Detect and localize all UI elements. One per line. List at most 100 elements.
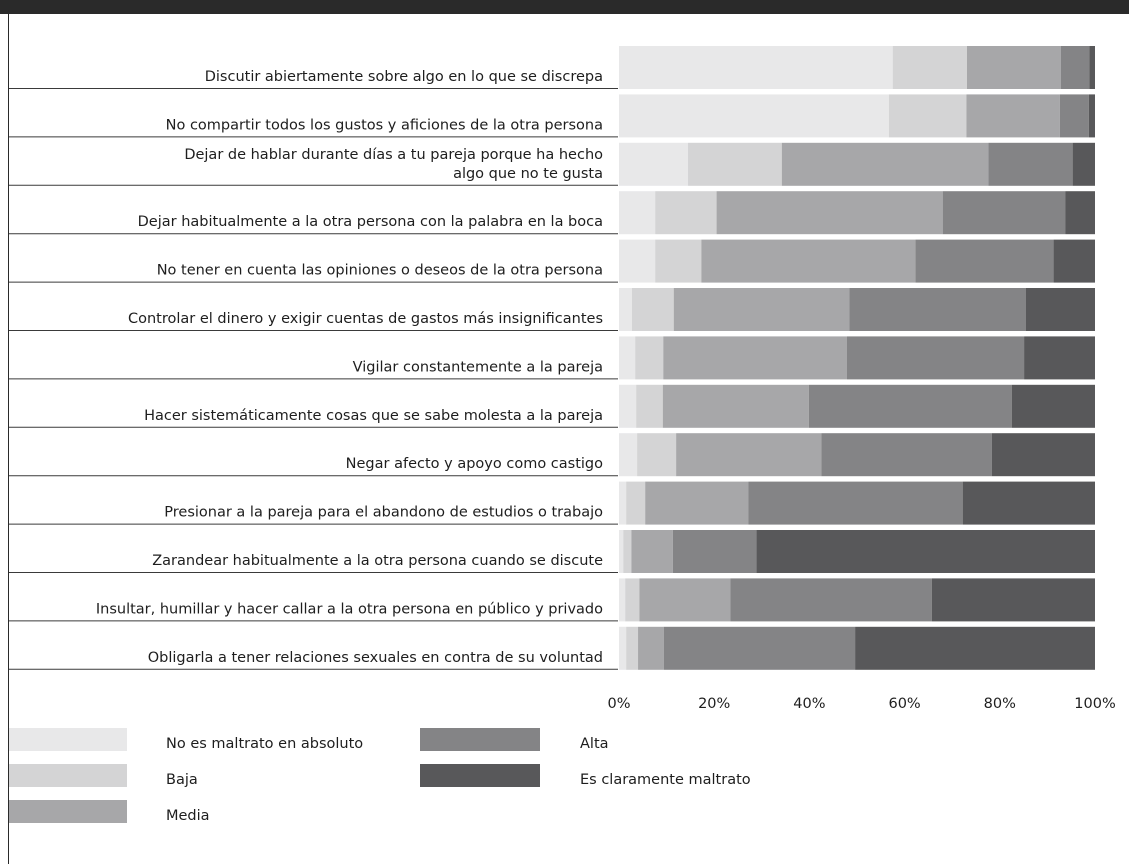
bar-segment-10-4 (756, 530, 1095, 573)
bar-segment-8-4 (991, 433, 1095, 477)
bar-segment-12-0 (619, 626, 627, 670)
bar-segment-4-1 (655, 239, 702, 283)
bar-segment-8-3 (821, 433, 992, 477)
bar-segment-10-2 (631, 530, 673, 573)
bar-segment-1-0 (619, 94, 889, 138)
bar-segment-1-2 (966, 94, 1060, 138)
bar-segment-4-3 (915, 239, 1054, 283)
category-label-2-line-0: Dejar de hablar durante días a tu pareja… (184, 147, 603, 163)
legend: No es maltrato en absoluto Baja Media Alta E… (9, 728, 751, 824)
bar-segment-5-3 (849, 288, 1026, 331)
bar-segment-1-3 (1059, 94, 1089, 138)
bar-segment-2-0 (619, 142, 689, 186)
category-label-6: Vigilar constantemente a la pareja (353, 359, 603, 375)
bar-segment-5-1 (631, 288, 674, 331)
bar-segment-3-3 (942, 191, 1066, 235)
bar-segment-0-3 (1060, 46, 1090, 89)
bar-segment-6-1 (635, 336, 664, 380)
bar-segment-2-1 (688, 142, 782, 186)
category-label-11: Insultar, humillar y hacer callar a la o… (96, 601, 603, 617)
category-label-8: Negar afecto y apoyo como castigo (346, 456, 603, 472)
category-label-1: No compartir todos los gustos y aficione… (166, 117, 603, 133)
bar-segment-8-0 (619, 433, 638, 477)
x-tick-label-4: 80% (984, 696, 1016, 712)
bar-segment-5-4 (1025, 288, 1095, 331)
bar-segment-5-0 (619, 288, 632, 331)
bar-segment-6-4 (1024, 336, 1095, 380)
bar-segment-11-1 (625, 578, 640, 622)
bar-segment-8-2 (676, 433, 822, 477)
bar-segment-12-4 (855, 626, 1095, 670)
bar-segment-6-0 (619, 336, 636, 380)
bar-segment-1-1 (888, 94, 967, 138)
bar-segment-8-1 (637, 433, 677, 477)
x-tick-label-1: 20% (698, 696, 730, 712)
bar-segment-7-2 (662, 384, 809, 428)
bar-segment-6-3 (847, 336, 1025, 380)
bar-segment-10-0 (619, 530, 624, 573)
category-label-3: Dejar habitualmente a la otra persona co… (138, 214, 603, 230)
legend-swatch-2 (9, 800, 127, 823)
bar-segment-4-2 (701, 239, 916, 283)
bar-segment-2-2 (781, 142, 989, 186)
bar-segment-3-2 (716, 191, 943, 235)
bar-segment-6-2 (663, 336, 848, 380)
category-label-4: No tener en cuenta las opiniones o deseo… (157, 263, 603, 279)
bar-segment-9-1 (626, 481, 646, 525)
bar-segment-9-2 (645, 481, 749, 525)
category-label-5: Controlar el dinero y exigir cuentas de … (128, 311, 603, 327)
category-label-12: Obligarla a tener relaciones sexuales en… (148, 650, 603, 666)
bar-segment-10-1 (623, 530, 632, 573)
bar-segment-3-0 (619, 191, 656, 235)
category-label-9: Presionar a la pareja para el abandono d… (164, 505, 603, 521)
bar-segment-11-2 (639, 578, 731, 622)
x-tick-label-0: 0% (607, 696, 630, 712)
top-bar (0, 0, 1129, 14)
legend-label-1: Baja (166, 772, 198, 788)
bar-segment-0-0 (619, 46, 893, 89)
bar-segment-12-1 (626, 626, 639, 670)
x-tick-label-2: 40% (793, 696, 825, 712)
legend-label-3: Alta (580, 736, 609, 752)
bar-segment-0-4 (1089, 46, 1095, 89)
bar-segment-11-4 (931, 578, 1095, 622)
bar-segment-2-4 (1072, 142, 1095, 186)
bar-segment-12-3 (663, 626, 856, 670)
legend-swatch-4 (420, 764, 540, 787)
bar-segment-12-2 (638, 626, 664, 670)
bar-segment-9-4 (962, 481, 1095, 525)
bar-segment-3-1 (655, 191, 717, 235)
bar-segment-11-3 (730, 578, 932, 622)
x-tick-label-3: 60% (888, 696, 920, 712)
category-label-7: Hacer sistemáticamente cosas que se sabe… (144, 408, 603, 424)
legend-label-4: Es claramente maltrato (580, 772, 751, 788)
bar-segment-4-0 (619, 239, 656, 283)
legend-swatch-3 (420, 728, 540, 751)
legend-swatch-1 (9, 764, 127, 787)
bar-segment-5-2 (673, 288, 850, 331)
category-labels: Discutir abiertamente sobre algo en lo q… (9, 69, 618, 670)
category-label-10: Zarandear habitualmente a la otra person… (152, 553, 603, 569)
legend-label-0: No es maltrato en absoluto (166, 736, 363, 752)
bar-segment-9-0 (619, 481, 627, 525)
bar-segment-7-4 (1011, 384, 1095, 428)
category-label-2-line-1: algo que no te gusta (453, 166, 603, 182)
bar-segment-9-3 (748, 481, 963, 525)
bar-segment-7-3 (808, 384, 1012, 428)
category-label-0: Discutir abiertamente sobre algo en lo q… (205, 69, 603, 85)
bar-segment-10-3 (672, 530, 757, 573)
bar-segment-7-1 (636, 384, 663, 428)
bar-segment-3-4 (1065, 191, 1095, 235)
left-border (8, 14, 9, 864)
bar-segment-0-1 (892, 46, 967, 89)
x-axis-ticks: 0% 20% 40% 60% 80% 100% (607, 696, 1115, 712)
legend-label-2: Media (166, 808, 210, 824)
bar-segment-4-4 (1053, 239, 1095, 283)
bars-group (619, 46, 1095, 670)
bar-segment-2-3 (988, 142, 1073, 186)
bar-segment-1-4 (1088, 94, 1095, 138)
bar-segment-0-2 (966, 46, 1061, 89)
x-tick-label-5: 100% (1074, 696, 1115, 712)
bar-segment-7-0 (619, 384, 637, 428)
